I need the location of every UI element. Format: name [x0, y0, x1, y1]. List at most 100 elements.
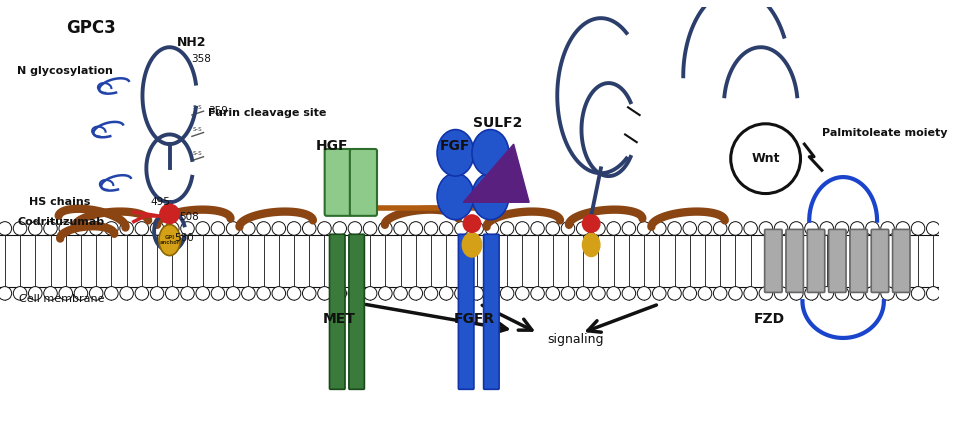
Ellipse shape	[437, 130, 474, 176]
Circle shape	[729, 287, 742, 300]
Circle shape	[485, 222, 499, 235]
Circle shape	[287, 222, 300, 235]
Text: FZD: FZD	[754, 311, 785, 326]
Circle shape	[881, 222, 894, 235]
Ellipse shape	[472, 130, 509, 176]
Circle shape	[592, 287, 606, 300]
Circle shape	[105, 222, 118, 235]
Circle shape	[318, 222, 331, 235]
Ellipse shape	[159, 225, 180, 256]
FancyBboxPatch shape	[484, 234, 499, 390]
Ellipse shape	[472, 173, 509, 220]
Circle shape	[440, 222, 453, 235]
Circle shape	[227, 287, 240, 300]
Circle shape	[166, 222, 179, 235]
Circle shape	[105, 287, 118, 300]
Text: HGF: HGF	[316, 139, 349, 153]
Text: NH2: NH2	[177, 36, 206, 49]
Circle shape	[652, 287, 666, 300]
Circle shape	[896, 222, 910, 235]
Circle shape	[638, 287, 651, 300]
Circle shape	[500, 222, 514, 235]
Circle shape	[0, 222, 12, 235]
Text: s-s: s-s	[193, 126, 203, 132]
Circle shape	[744, 287, 758, 300]
Circle shape	[211, 222, 225, 235]
Circle shape	[790, 287, 803, 300]
Circle shape	[14, 222, 27, 235]
Circle shape	[150, 287, 164, 300]
Text: HS chains: HS chains	[29, 197, 90, 207]
Text: Codrituzumab: Codrituzumab	[17, 216, 105, 227]
Circle shape	[257, 287, 270, 300]
Circle shape	[363, 287, 377, 300]
Ellipse shape	[582, 233, 600, 257]
Circle shape	[59, 287, 73, 300]
Circle shape	[463, 215, 481, 233]
Circle shape	[546, 287, 559, 300]
Circle shape	[851, 287, 864, 300]
Circle shape	[348, 287, 361, 300]
Circle shape	[120, 222, 134, 235]
Circle shape	[622, 287, 636, 300]
Circle shape	[0, 287, 12, 300]
Text: Wnt: Wnt	[751, 152, 780, 165]
Text: 359: 359	[208, 106, 229, 116]
Text: SULF2: SULF2	[473, 116, 522, 130]
Circle shape	[577, 287, 590, 300]
Circle shape	[257, 222, 270, 235]
Circle shape	[75, 287, 88, 300]
Circle shape	[592, 222, 606, 235]
Circle shape	[166, 287, 179, 300]
Text: s-s: s-s	[193, 150, 203, 156]
Text: Cell membrane: Cell membrane	[19, 294, 105, 304]
Circle shape	[820, 222, 833, 235]
Circle shape	[865, 287, 879, 300]
Circle shape	[911, 222, 924, 235]
Circle shape	[500, 287, 514, 300]
Circle shape	[683, 222, 697, 235]
Circle shape	[241, 222, 255, 235]
Circle shape	[577, 222, 590, 235]
Circle shape	[731, 124, 800, 194]
FancyBboxPatch shape	[850, 230, 867, 292]
Circle shape	[241, 287, 255, 300]
Circle shape	[379, 222, 392, 235]
Circle shape	[272, 287, 286, 300]
Circle shape	[638, 222, 651, 235]
Circle shape	[28, 287, 42, 300]
Circle shape	[774, 287, 788, 300]
Circle shape	[302, 222, 316, 235]
Ellipse shape	[462, 233, 482, 257]
Circle shape	[668, 222, 681, 235]
Text: GPI
anchor: GPI anchor	[159, 235, 180, 246]
Circle shape	[926, 222, 940, 235]
Circle shape	[409, 287, 422, 300]
Circle shape	[607, 222, 620, 235]
Circle shape	[287, 287, 300, 300]
Circle shape	[804, 222, 818, 235]
Circle shape	[881, 287, 894, 300]
Circle shape	[926, 287, 940, 300]
Circle shape	[196, 287, 209, 300]
Circle shape	[759, 287, 772, 300]
Circle shape	[348, 222, 361, 235]
Text: MET: MET	[323, 311, 356, 326]
FancyBboxPatch shape	[828, 230, 846, 292]
Circle shape	[424, 222, 438, 235]
Circle shape	[454, 287, 468, 300]
Text: 358: 358	[191, 54, 211, 64]
FancyBboxPatch shape	[350, 149, 377, 216]
Circle shape	[44, 222, 57, 235]
Circle shape	[272, 222, 286, 235]
Circle shape	[713, 222, 727, 235]
Circle shape	[607, 287, 620, 300]
Text: 508: 508	[179, 212, 199, 222]
Circle shape	[135, 222, 148, 235]
Circle shape	[59, 222, 73, 235]
Circle shape	[333, 222, 347, 235]
Circle shape	[683, 287, 697, 300]
Text: 495: 495	[150, 197, 171, 207]
Text: signaling: signaling	[547, 333, 604, 346]
Circle shape	[470, 287, 484, 300]
